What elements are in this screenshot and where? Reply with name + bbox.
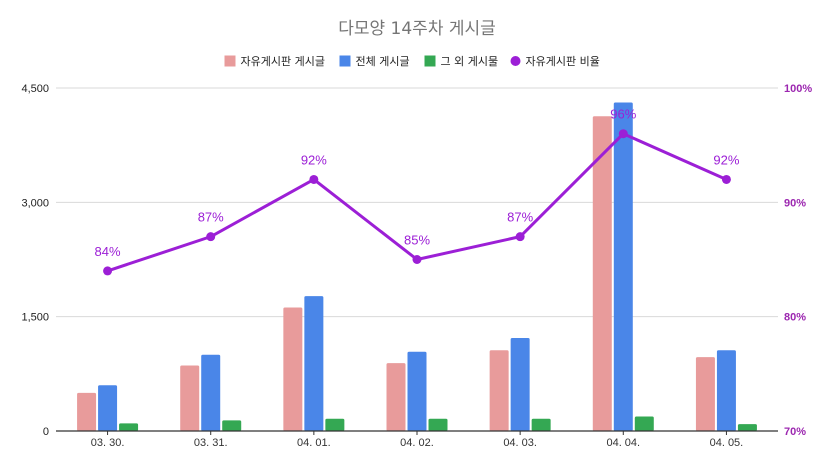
bar xyxy=(180,365,200,431)
ratio-point xyxy=(309,174,319,184)
bar xyxy=(592,116,612,432)
ratio-line-group: 84% 87% 92% 85% 87% 96% 92% xyxy=(95,107,740,276)
ratio-data-label: 87% xyxy=(507,210,533,225)
y-right-tick-label: 80% xyxy=(784,312,806,324)
legend-swatch xyxy=(224,55,236,67)
legend-label: 전체 게시글 xyxy=(356,55,410,68)
legend-swatch xyxy=(424,55,436,67)
ratio-data-label: 85% xyxy=(404,233,430,248)
legend-label: 그 외 게시물 xyxy=(441,55,499,68)
axes: 0 1,500 3,000 4,500 70% 80% 90% 100% 03. 30. 03. … xyxy=(21,83,812,449)
y-left-tick-label: 4,500 xyxy=(21,83,49,95)
legend: 자유게시판 게시글 전체 게시글 그 외 게시물 자유게시판 비율 xyxy=(224,55,600,68)
bar xyxy=(283,307,303,431)
ratio-point xyxy=(412,255,422,264)
x-tick-label: 04. 03. xyxy=(503,437,537,449)
ratio-point xyxy=(515,232,525,242)
ratio-data-label: 87% xyxy=(198,210,224,225)
gridlines xyxy=(56,87,778,318)
legend-label: 자유게시판 비율 xyxy=(526,55,600,68)
ratio-point xyxy=(618,129,628,139)
bar xyxy=(304,296,324,431)
x-tick-label: 04. 05. xyxy=(710,437,744,449)
bar xyxy=(119,423,139,431)
ratio-point xyxy=(206,232,216,242)
x-tick-label: 04. 04. xyxy=(606,437,640,449)
ratio-point xyxy=(721,174,731,184)
ratio-point xyxy=(103,266,113,276)
x-tick-label: 04. 02. xyxy=(400,437,434,449)
bar xyxy=(489,350,509,431)
legend-label: 자유게시판 게시글 xyxy=(241,55,325,68)
legend-marker xyxy=(510,56,521,66)
x-tick-label: 03. 30. xyxy=(91,437,125,449)
bar xyxy=(716,350,736,431)
y-right-tick-label: 90% xyxy=(784,197,806,209)
bar xyxy=(222,420,242,431)
bar-series-group xyxy=(77,102,757,432)
bar xyxy=(428,418,448,431)
y-left-tick-label: 1,500 xyxy=(21,312,49,324)
x-tick-label: 03. 31. xyxy=(194,437,228,449)
y-left-tick-label: 0 xyxy=(43,426,49,438)
y-right-tick-label: 70% xyxy=(784,426,806,438)
ratio-data-label: 96% xyxy=(610,107,636,122)
bar xyxy=(634,416,654,431)
bar xyxy=(510,338,530,431)
bar xyxy=(695,357,715,431)
chart-title: 다모양 14주차 게시글 xyxy=(338,19,496,39)
bar xyxy=(386,363,406,431)
bar xyxy=(613,102,633,431)
legend-swatch xyxy=(339,55,351,67)
ratio-data-label: 84% xyxy=(95,244,121,259)
y-left-tick-label: 3,000 xyxy=(21,197,49,209)
ratio-data-label: 92% xyxy=(713,152,739,167)
bar xyxy=(201,354,221,431)
bar xyxy=(531,418,551,431)
bar xyxy=(737,424,757,431)
bar xyxy=(407,351,427,431)
y-right-tick-label: 100% xyxy=(784,83,812,95)
bar xyxy=(325,418,345,431)
bar xyxy=(77,392,97,431)
ratio-data-label: 92% xyxy=(301,152,327,167)
bar xyxy=(98,385,118,431)
x-tick-label: 04. 01. xyxy=(297,437,331,449)
